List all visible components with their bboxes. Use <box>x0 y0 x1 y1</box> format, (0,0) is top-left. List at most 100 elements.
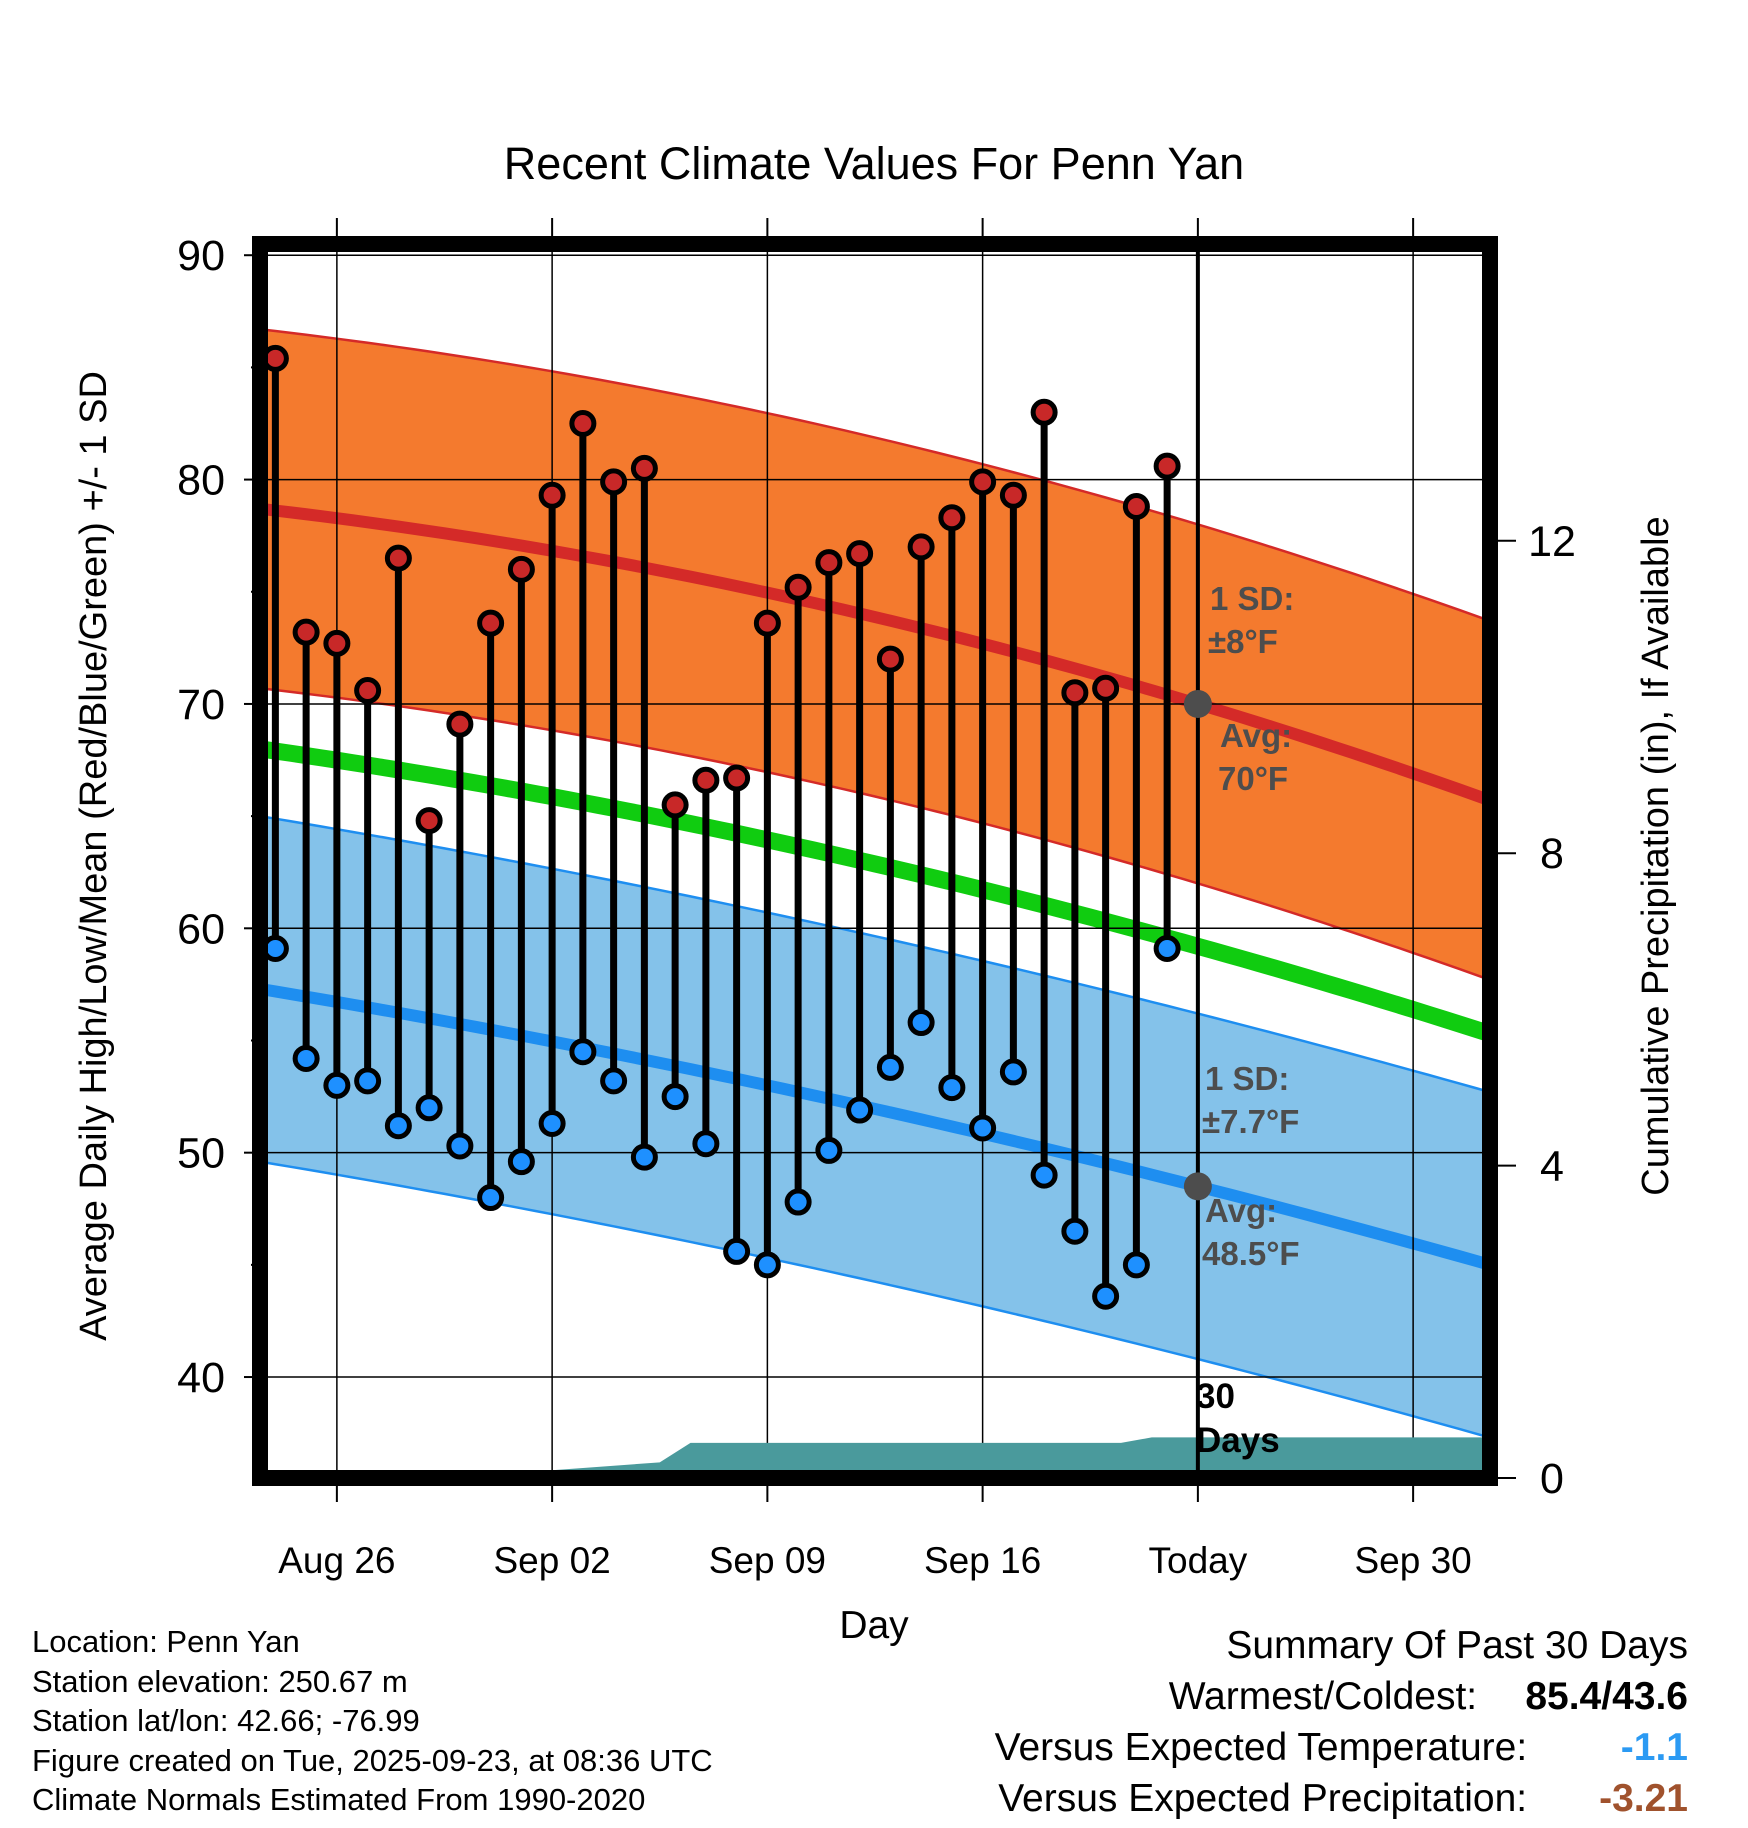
daily-high-point <box>538 481 566 509</box>
daily-low-point <box>415 1094 443 1122</box>
x-tick-label: Aug 26 <box>278 1540 395 1581</box>
y2-tick-label: 0 <box>1540 1455 1564 1503</box>
daily-low-point <box>1122 1251 1150 1279</box>
daily-low-point <box>292 1044 320 1072</box>
x-tick-label: Sep 09 <box>709 1540 826 1581</box>
daily-high-point <box>630 454 658 482</box>
low-sd-band <box>260 816 1490 1438</box>
y2-axis-label: Cumulative Precipitation (in), If Availa… <box>1635 516 1677 1195</box>
station-info: Location: Penn Yan Station elevation: 25… <box>32 1622 713 1820</box>
daily-high-point <box>999 481 1027 509</box>
daily-high-point <box>600 468 628 496</box>
daily-high-point <box>723 764 751 792</box>
y-tick-label: 60 <box>177 905 225 953</box>
daily-high-point <box>1153 452 1181 480</box>
daily-high-point <box>507 555 535 583</box>
y-tick-label: 40 <box>177 1354 225 1402</box>
daily-high-point <box>446 710 474 738</box>
daily-high-point <box>1061 679 1089 707</box>
summary-title: Summary Of Past 30 Days <box>1226 1624 1688 1667</box>
x-tick-label: Sep 02 <box>493 1540 610 1581</box>
daily-high-point <box>477 609 505 637</box>
plot-frame <box>252 236 1498 1486</box>
daily-high-point <box>846 540 874 568</box>
location-text: Location: Penn Yan <box>32 1624 300 1659</box>
temp-value: -1.1 <box>1620 1726 1688 1769</box>
y-tick-label: 70 <box>177 681 225 729</box>
y2-tick-label: 8 <box>1540 830 1564 878</box>
normals-text: Climate Normals Estimated From 1990-2020 <box>32 1782 646 1817</box>
y2-tick-label: 12 <box>1528 518 1576 566</box>
daily-high-point <box>323 629 351 657</box>
daily-high-point <box>661 791 689 819</box>
daily-low-point <box>446 1132 474 1160</box>
daily-low-point <box>569 1038 597 1066</box>
high-sd-band-upper-edge <box>259 328 1491 623</box>
precip-value: -3.21 <box>1599 1777 1688 1820</box>
daily-high-point <box>384 544 412 572</box>
low-avg-label: Avg: <box>1205 1192 1277 1229</box>
daily-high-point <box>753 609 781 637</box>
daily-low-point <box>1092 1282 1120 1310</box>
daily-low-point <box>1030 1161 1058 1189</box>
high-avg-value: 70°F <box>1218 760 1288 797</box>
daily-low-point <box>354 1067 382 1095</box>
summary-panel: Summary Of Past 30 Days Warmest/Coldest:… <box>995 1620 1688 1824</box>
low-normal-line <box>259 982 1492 1271</box>
high-sd-label: 1 SD: <box>1210 580 1294 617</box>
daily-high-point <box>1122 493 1150 521</box>
daily-low-point <box>507 1148 535 1176</box>
latlon-text: Station lat/lon: 42.66; -76.99 <box>32 1703 420 1738</box>
plot-area: 1 SD: ±8°F Avg: 70°F 1 SD: ±7.7°F Avg: 48.5°F 30… <box>177 218 1576 1581</box>
daily-high-point <box>1030 398 1058 426</box>
low-sd-band-lower-edge <box>259 1160 1491 1439</box>
summary-warm-cold: Warmest/Coldest: 85.4/43.6 <box>995 1671 1688 1722</box>
daily-high-point <box>784 573 812 601</box>
daily-low-point <box>784 1188 812 1216</box>
daily-low-point <box>538 1110 566 1138</box>
daily-high-point <box>969 468 997 496</box>
today-low-normal-marker <box>1183 1172 1212 1201</box>
x-tick-label: Sep 16 <box>924 1540 1041 1581</box>
warm-cold-value: 85.4/43.6 <box>1525 1675 1688 1718</box>
y2-tick-label: 4 <box>1540 1143 1564 1191</box>
low-sd-label: 1 SD: <box>1205 1060 1289 1097</box>
y-axis-label: Average Daily High/Low/Mean (Red/Blue/Gr… <box>73 371 115 1341</box>
daily-low-point <box>876 1053 904 1081</box>
mean-normal-line <box>258 740 1493 1042</box>
days-word: Days <box>1196 1421 1280 1460</box>
daily-high-point <box>1092 674 1120 702</box>
created-text: Figure created on Tue, 2025-09-23, at 08… <box>32 1742 713 1778</box>
daily-low-point <box>723 1237 751 1265</box>
summary-temp: Versus Expected Temperature: -1.1 <box>995 1722 1688 1773</box>
daily-low-point <box>907 1009 935 1037</box>
daily-low-point <box>1153 935 1181 963</box>
daily-low-point <box>600 1067 628 1095</box>
daily-low-point <box>384 1112 412 1140</box>
warm-cold-label: Warmest/Coldest: <box>1168 1675 1478 1718</box>
temp-label: Versus Expected Temperature: <box>994 1726 1528 1769</box>
x-tick-label: Today <box>1149 1540 1248 1581</box>
y-tick-label: 80 <box>177 457 225 505</box>
daily-low-point <box>999 1058 1027 1086</box>
daily-low-point <box>323 1071 351 1099</box>
low-sd-value: ±7.7°F <box>1202 1103 1299 1140</box>
daily-high-point <box>292 618 320 646</box>
daily-high-point <box>569 409 597 437</box>
daily-high-point <box>415 807 443 835</box>
elevation-text: Station elevation: 250.67 m <box>32 1663 408 1699</box>
high-sd-band <box>260 329 1490 980</box>
daily-low-point <box>661 1083 689 1111</box>
y-tick-label: 90 <box>177 232 225 280</box>
daily-high-point <box>692 766 720 794</box>
daily-low-point <box>846 1096 874 1124</box>
daily-high-point <box>907 533 935 561</box>
today-high-normal-marker <box>1183 689 1212 718</box>
daily-low-point <box>692 1130 720 1158</box>
x-tick-label: Sep 30 <box>1354 1540 1471 1581</box>
daily-low-point <box>630 1143 658 1171</box>
daily-low-point <box>753 1251 781 1279</box>
low-sd-band-upper-edge <box>259 814 1491 1094</box>
daily-high-point <box>354 676 382 704</box>
daily-high-point <box>876 645 904 673</box>
